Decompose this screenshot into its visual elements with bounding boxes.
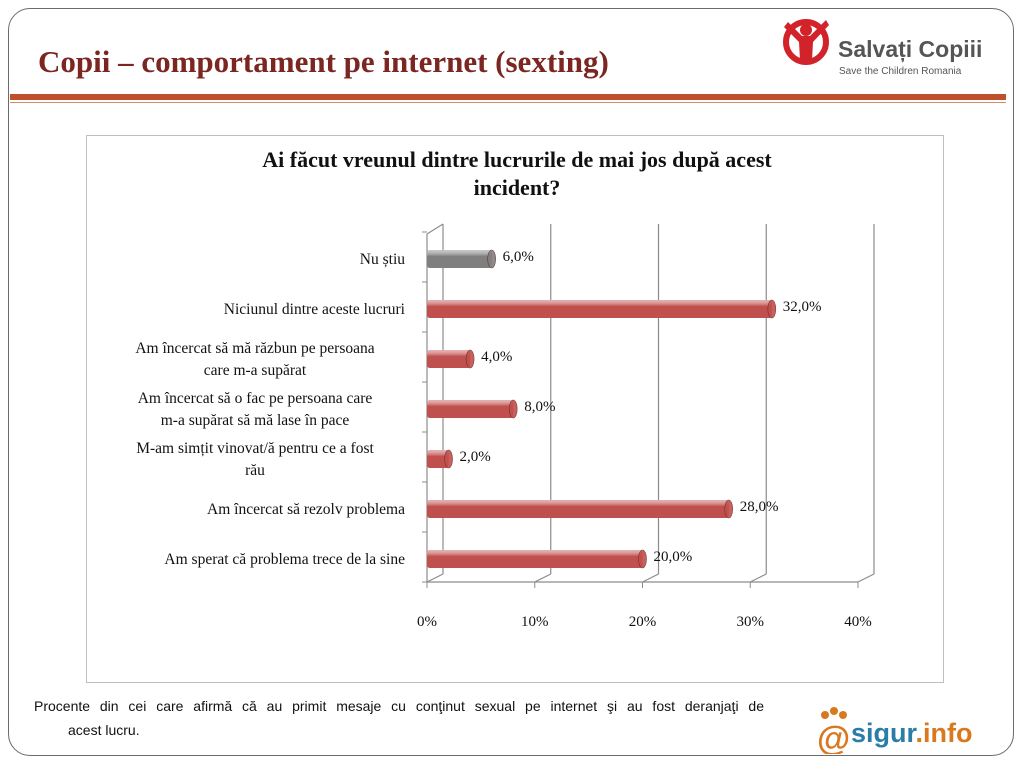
- data-label: 32,0%: [783, 299, 822, 315]
- chart-title-line: Ai făcut vreunul dintre lucrurile de mai…: [262, 147, 772, 172]
- bar-highlight: [427, 400, 514, 418]
- bar-highlight: [427, 550, 643, 568]
- footnote-line: Procente din cei care afirmă că au primi…: [34, 698, 764, 714]
- save-the-children-emblem-icon: [783, 19, 829, 65]
- chart-title: Ai făcut vreunul dintre lucrurile de mai…: [0, 146, 1024, 202]
- category-label: Niciunul dintre aceste lucruri: [224, 301, 406, 318]
- save-the-children-logo: Salvați Copiii Save the Children Romania: [782, 14, 1004, 80]
- paw-icon: @: [817, 707, 850, 754]
- data-label: 8,0%: [524, 399, 555, 415]
- chart-title-text: Ai făcut vreunul dintre lucrurile de mai…: [167, 146, 867, 202]
- category-label: rău: [245, 462, 265, 479]
- gridline-floor: [857, 573, 875, 583]
- gridline-floor: [426, 573, 444, 583]
- data-label: 4,0%: [481, 349, 512, 365]
- footnote-text: Procente din cei care afirmă că au primi…: [34, 694, 764, 742]
- category-label: Am încercat să rezolv problema: [207, 501, 405, 518]
- bar-cap: [465, 349, 475, 369]
- category-label: Am sperat că problema trece de la sine: [164, 551, 405, 568]
- bar-highlight: [427, 300, 772, 318]
- bar-cap: [638, 549, 647, 569]
- chart-title-line: incident?: [473, 175, 561, 200]
- bar-cap: [767, 299, 777, 319]
- data-label: 6,0%: [503, 249, 534, 265]
- data-label: 20,0%: [654, 549, 693, 565]
- svg-text:@: @: [817, 720, 850, 754]
- sigur-info-logo: @ sigur.info: [815, 706, 1005, 756]
- save-the-children-name: Salvați Copiii: [838, 36, 983, 62]
- category-label: m-a supărat să mă lase în pace: [161, 412, 350, 429]
- gridline-floor: [642, 573, 659, 583]
- slide-title: Copii – comportament pe internet (sextin…: [38, 44, 609, 79]
- category-label: Am încercat să mă răzbun pe persoana: [135, 340, 374, 357]
- bar-highlight: [427, 350, 471, 368]
- data-label: 28,0%: [740, 499, 779, 515]
- x-tick-label: 40%: [844, 614, 872, 630]
- x-tick-label: 30%: [737, 614, 765, 630]
- save-the-children-subtitle: Save the Children Romania: [839, 66, 962, 77]
- category-label: care m-a supărat: [204, 362, 307, 379]
- sigur-info-text: sigur.info: [851, 718, 973, 748]
- bar-cap: [487, 249, 496, 269]
- gridline-floor: [749, 573, 767, 583]
- title-divider: [10, 94, 1006, 100]
- category-label: Am încercat să o fac pe persoana care: [138, 390, 373, 407]
- bar-cap: [508, 399, 518, 419]
- x-tick-label: 20%: [629, 614, 657, 630]
- bar-highlight: [427, 500, 729, 518]
- x-tick-label: 0%: [417, 614, 437, 630]
- title-divider-thin: [10, 102, 1006, 103]
- y-axis-top: [426, 223, 444, 235]
- slide-frame: [8, 8, 1014, 756]
- bar-cap: [444, 449, 453, 469]
- chart-area: [86, 135, 944, 683]
- x-tick-label: 10%: [521, 614, 549, 630]
- footnote: Procente din cei care afirmă că au primi…: [34, 694, 764, 742]
- data-label: 2,0%: [460, 449, 491, 465]
- bar-cap: [724, 499, 734, 519]
- bar-highlight: [427, 450, 449, 468]
- category-label: Nu știu: [360, 251, 405, 268]
- category-label: M-am simțit vinovat/ă pentru ce a fost: [136, 440, 374, 457]
- gridline-floor: [534, 573, 552, 583]
- footnote-line: acest lucru.: [68, 722, 140, 738]
- bar-highlight: [427, 250, 492, 268]
